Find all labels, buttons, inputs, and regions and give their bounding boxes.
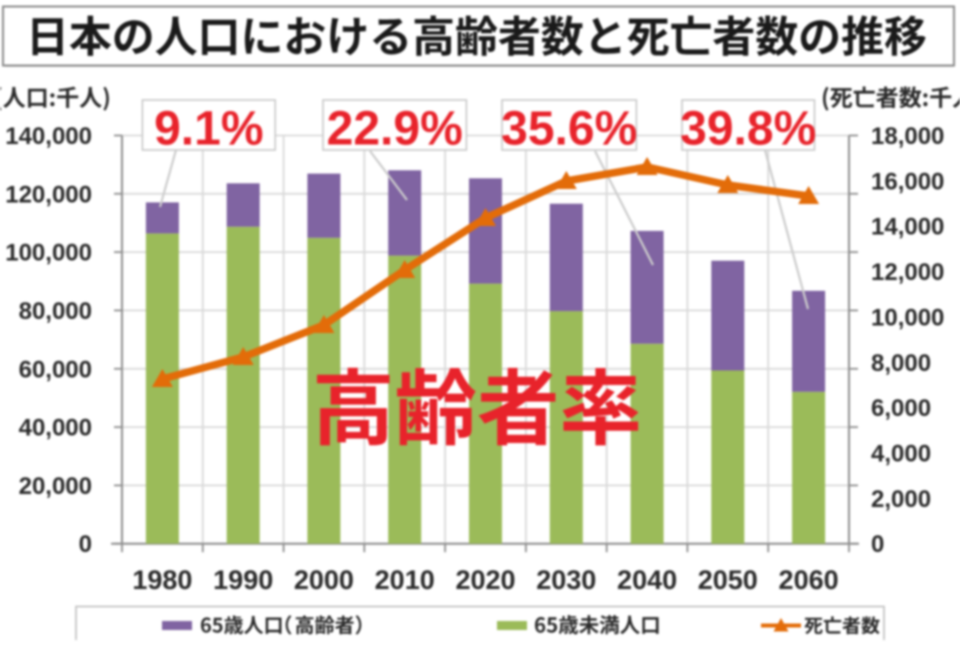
svg-text:2030: 2030 — [536, 565, 596, 595]
svg-text:16,000: 16,000 — [871, 168, 944, 195]
svg-text:2000: 2000 — [294, 565, 354, 595]
svg-text:10,000: 10,000 — [871, 304, 944, 331]
svg-text:100,000: 100,000 — [5, 240, 92, 267]
svg-text:20,000: 20,000 — [19, 473, 92, 500]
svg-text:2020: 2020 — [455, 565, 515, 595]
svg-text:1990: 1990 — [213, 565, 273, 595]
svg-text:60,000: 60,000 — [19, 356, 92, 383]
svg-text:8,000: 8,000 — [871, 350, 931, 377]
svg-text:140,000: 140,000 — [5, 123, 92, 150]
svg-text:9.1%: 9.1% — [154, 103, 263, 156]
svg-text:1980: 1980 — [132, 565, 192, 595]
svg-text:2050: 2050 — [698, 565, 758, 595]
svg-text:0: 0 — [871, 531, 884, 558]
svg-text:12,000: 12,000 — [871, 259, 944, 286]
svg-text:120,000: 120,000 — [5, 181, 92, 208]
svg-text:2060: 2060 — [779, 565, 839, 595]
svg-text:2040: 2040 — [617, 565, 677, 595]
svg-text:18,000: 18,000 — [871, 123, 944, 150]
svg-text:6,000: 6,000 — [871, 395, 931, 422]
svg-text:39.8%: 39.8% — [680, 103, 816, 156]
svg-text:4,000: 4,000 — [871, 441, 931, 468]
svg-text:2010: 2010 — [375, 565, 435, 595]
svg-text:14,000: 14,000 — [871, 214, 944, 241]
svg-text:40,000: 40,000 — [19, 415, 92, 442]
svg-text:22.9%: 22.9% — [327, 103, 463, 156]
svg-text:80,000: 80,000 — [19, 298, 92, 325]
svg-text:35.6%: 35.6% — [501, 103, 637, 156]
svg-text:0: 0 — [79, 531, 92, 558]
svg-text:2,000: 2,000 — [871, 486, 931, 513]
